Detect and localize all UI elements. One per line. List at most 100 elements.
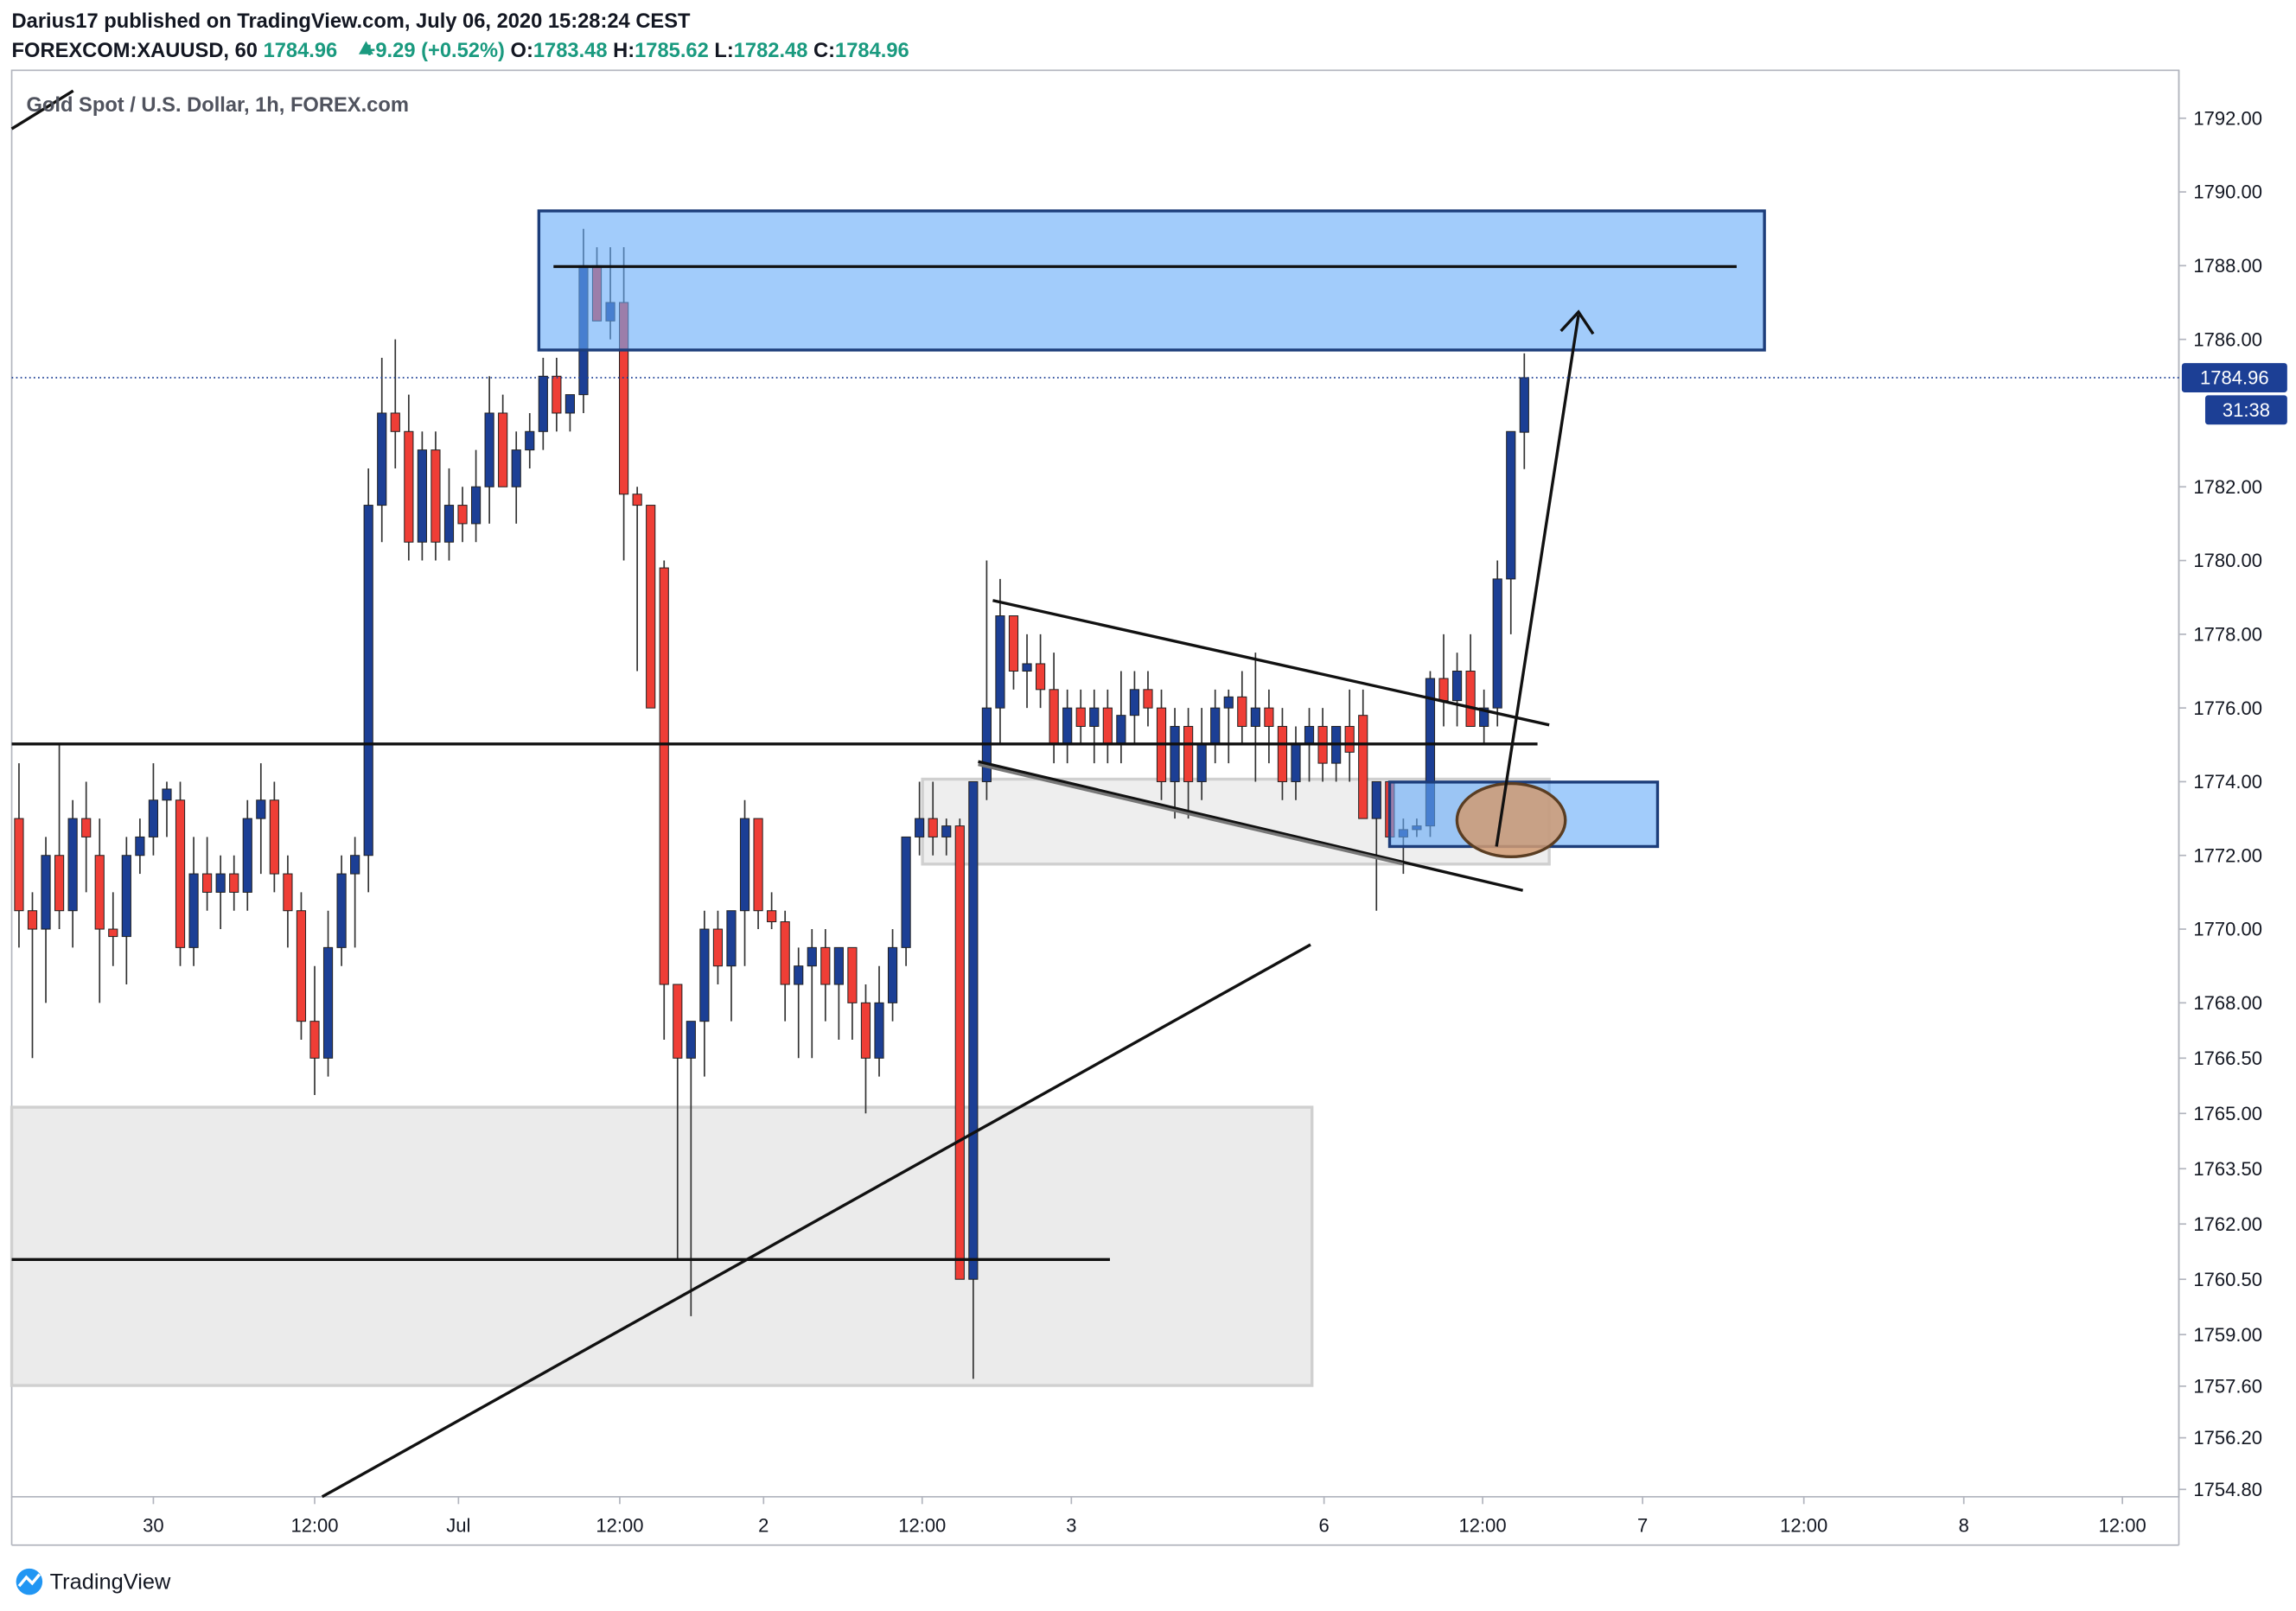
candle-body xyxy=(1075,707,1086,727)
y-tick-label: 1762.00 xyxy=(2193,1213,2262,1235)
candle-body xyxy=(1344,725,1355,753)
candle-body xyxy=(41,855,51,930)
candle-body xyxy=(1438,678,1449,702)
candle-body xyxy=(202,873,213,893)
candle-body xyxy=(807,946,817,967)
wedge-lower xyxy=(978,760,1524,892)
candle-body xyxy=(646,505,656,709)
y-tick-label: 1759.00 xyxy=(2193,1324,2262,1346)
arrow-head xyxy=(1559,309,1595,335)
y-tick-label: 1757.60 xyxy=(2193,1376,2262,1398)
y-tick-label: 1766.50 xyxy=(2193,1047,2262,1069)
candle-body xyxy=(1358,715,1368,819)
candle-body xyxy=(1116,715,1126,746)
candle-body xyxy=(833,946,844,985)
candle-body xyxy=(1102,707,1113,746)
low-label: L: xyxy=(714,40,733,62)
candle-body xyxy=(1062,707,1073,746)
candle-body xyxy=(148,799,159,837)
y-tick-label: 1754.80 xyxy=(2193,1479,2262,1500)
wedge-lower-inner xyxy=(978,762,1404,866)
candle-body xyxy=(283,873,293,912)
candle-body xyxy=(1183,725,1194,782)
candle-body xyxy=(1264,707,1274,727)
projection-arrow xyxy=(1495,315,1580,847)
y-tick-label: 1768.00 xyxy=(2193,992,2262,1014)
candle-body xyxy=(1223,696,1234,709)
x-tick-label: 12:00 xyxy=(2099,1514,2146,1536)
candle-body xyxy=(363,505,373,856)
candle-body xyxy=(1237,696,1247,727)
candle-body xyxy=(847,946,858,1003)
candle-body xyxy=(780,921,790,985)
candle-body xyxy=(336,873,347,948)
y-tick-label: 1756.20 xyxy=(2193,1427,2262,1449)
wedge-upper xyxy=(992,599,1550,727)
high-value: 1785.62 xyxy=(635,40,709,62)
legend-title: Gold Spot / U.S. Dollar, 1h, FOREX.com xyxy=(26,94,408,117)
x-tick-label: 30 xyxy=(143,1514,163,1536)
candle-body xyxy=(915,818,925,837)
y-tick-label: 1786.00 xyxy=(2193,328,2262,350)
support-zone xyxy=(10,1105,1314,1387)
countdown-box xyxy=(2204,395,2287,425)
candle-body xyxy=(229,873,239,893)
x-tick-label: 12:00 xyxy=(1780,1514,1827,1536)
candle-body xyxy=(443,505,455,543)
candle-body xyxy=(767,910,777,923)
candle-body xyxy=(1506,430,1516,580)
candle-body xyxy=(673,984,683,1059)
candle-body xyxy=(1250,707,1260,727)
candle-body xyxy=(860,1002,871,1059)
candle-body xyxy=(1210,707,1221,746)
candle-body xyxy=(1304,725,1315,746)
y-tick-label: 1790.00 xyxy=(2193,181,2262,203)
candle-body xyxy=(954,825,965,1280)
rising-trend-line xyxy=(321,943,1311,1499)
logo-line xyxy=(17,1573,41,1588)
candle-body xyxy=(296,910,307,1022)
candle-body xyxy=(887,946,898,1003)
y-tick-label: 1780.00 xyxy=(2193,550,2262,571)
y-tick-label: 1792.00 xyxy=(2193,107,2262,129)
candle-body xyxy=(1008,615,1019,672)
candle-body xyxy=(1170,725,1180,782)
candle-body xyxy=(94,855,105,930)
y-tick-label: 1776.00 xyxy=(2193,697,2262,719)
x-tick-label: 12:00 xyxy=(290,1514,338,1536)
x-tick-label: Jul xyxy=(446,1514,470,1536)
candle-body xyxy=(242,818,252,893)
candle-body xyxy=(820,946,831,985)
candle-body xyxy=(188,873,199,948)
candle-body xyxy=(1519,377,1529,433)
candle-body xyxy=(686,1021,696,1059)
candle-body xyxy=(511,449,521,487)
candle-body xyxy=(1049,689,1059,746)
y-tick-label: 1782.00 xyxy=(2193,476,2262,498)
candle-body xyxy=(108,928,118,938)
y-tick-label: 1778.00 xyxy=(2193,623,2262,645)
candle-body xyxy=(564,394,575,414)
candle-body xyxy=(928,818,938,837)
candle-body xyxy=(484,412,494,487)
last-price: 1784.96 xyxy=(264,40,338,62)
candle-body xyxy=(175,799,186,948)
low-value: 1782.48 xyxy=(734,40,808,62)
candle-body xyxy=(699,928,710,1022)
y-tick-label: 1770.00 xyxy=(2193,919,2262,940)
candle-body xyxy=(1196,744,1207,782)
candle-body xyxy=(309,1021,320,1059)
candle-body xyxy=(390,412,400,432)
y-tick-label: 1765.00 xyxy=(2193,1103,2262,1124)
x-tick-label: 12:00 xyxy=(898,1514,946,1536)
target-zone xyxy=(537,209,1766,352)
candle-body xyxy=(417,449,427,543)
candle-body xyxy=(1492,578,1502,709)
candle-body xyxy=(726,910,737,967)
open-label: O: xyxy=(511,40,533,62)
candle-body xyxy=(941,825,952,837)
candle-body xyxy=(753,818,763,912)
candle-body xyxy=(162,788,172,801)
candle-body xyxy=(215,873,226,893)
